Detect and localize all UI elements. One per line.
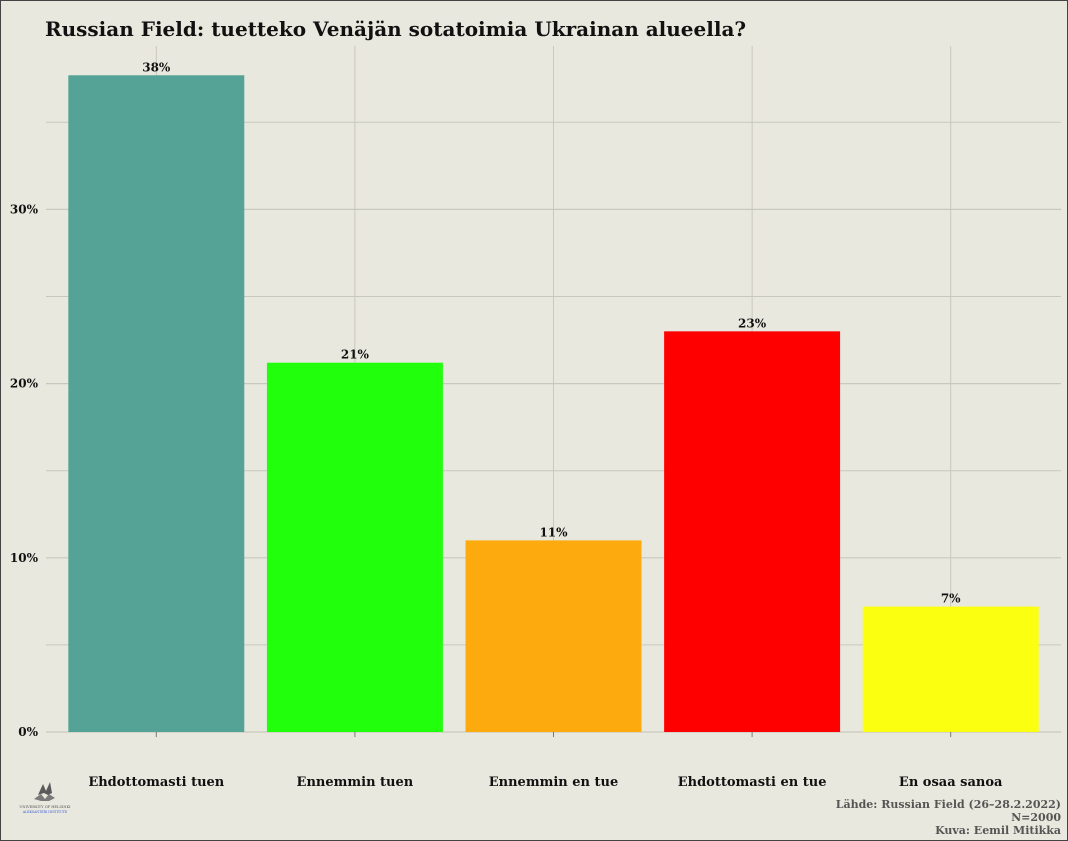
x-tick-label: Ehdottomasti tuen <box>88 775 224 790</box>
bar-3 <box>466 540 642 732</box>
caption-credit: Kuva: Eemil Mitikka <box>935 824 1061 837</box>
chart-title: Russian Field: tuetteko Venäjän sotatoim… <box>45 17 746 41</box>
bar-1 <box>68 75 244 732</box>
x-tick-label: Ennemmin en tue <box>489 775 619 790</box>
y-axis: 0% 10% 20% 30% <box>10 202 39 739</box>
x-axis: Ehdottomasti tuen Ennemmin tuen Ennemmin e… <box>88 732 1003 790</box>
university-logo-icon: UNIVERSITY OF HELSINKI ALEKSANTERI INSTI… <box>19 782 71 814</box>
y-tick-label: 0% <box>18 725 38 739</box>
bar-5 <box>863 607 1039 732</box>
logo-subtext: ALEKSANTERI INSTITUTE <box>22 810 68 814</box>
data-label: 11% <box>539 525 568 539</box>
data-label: 21% <box>341 348 370 362</box>
caption-n: N=2000 <box>1011 811 1061 824</box>
bar-4 <box>664 331 840 732</box>
x-tick-label: En osaa sanoa <box>899 775 1003 790</box>
data-label: 38% <box>142 60 171 74</box>
x-tick-label: Ennemmin tuen <box>297 775 414 790</box>
y-tick-label: 10% <box>10 551 39 565</box>
bar-2 <box>267 363 443 732</box>
data-label: 7% <box>941 592 961 606</box>
y-tick-label: 30% <box>10 202 39 216</box>
logo-text: UNIVERSITY OF HELSINKI <box>19 805 71 809</box>
caption-source: Lähde: Russian Field (26–28.2.2022) <box>836 798 1061 811</box>
data-label: 23% <box>738 316 767 330</box>
x-tick-label: Ehdottomasti en tue <box>678 775 827 790</box>
y-tick-label: 20% <box>10 377 39 391</box>
